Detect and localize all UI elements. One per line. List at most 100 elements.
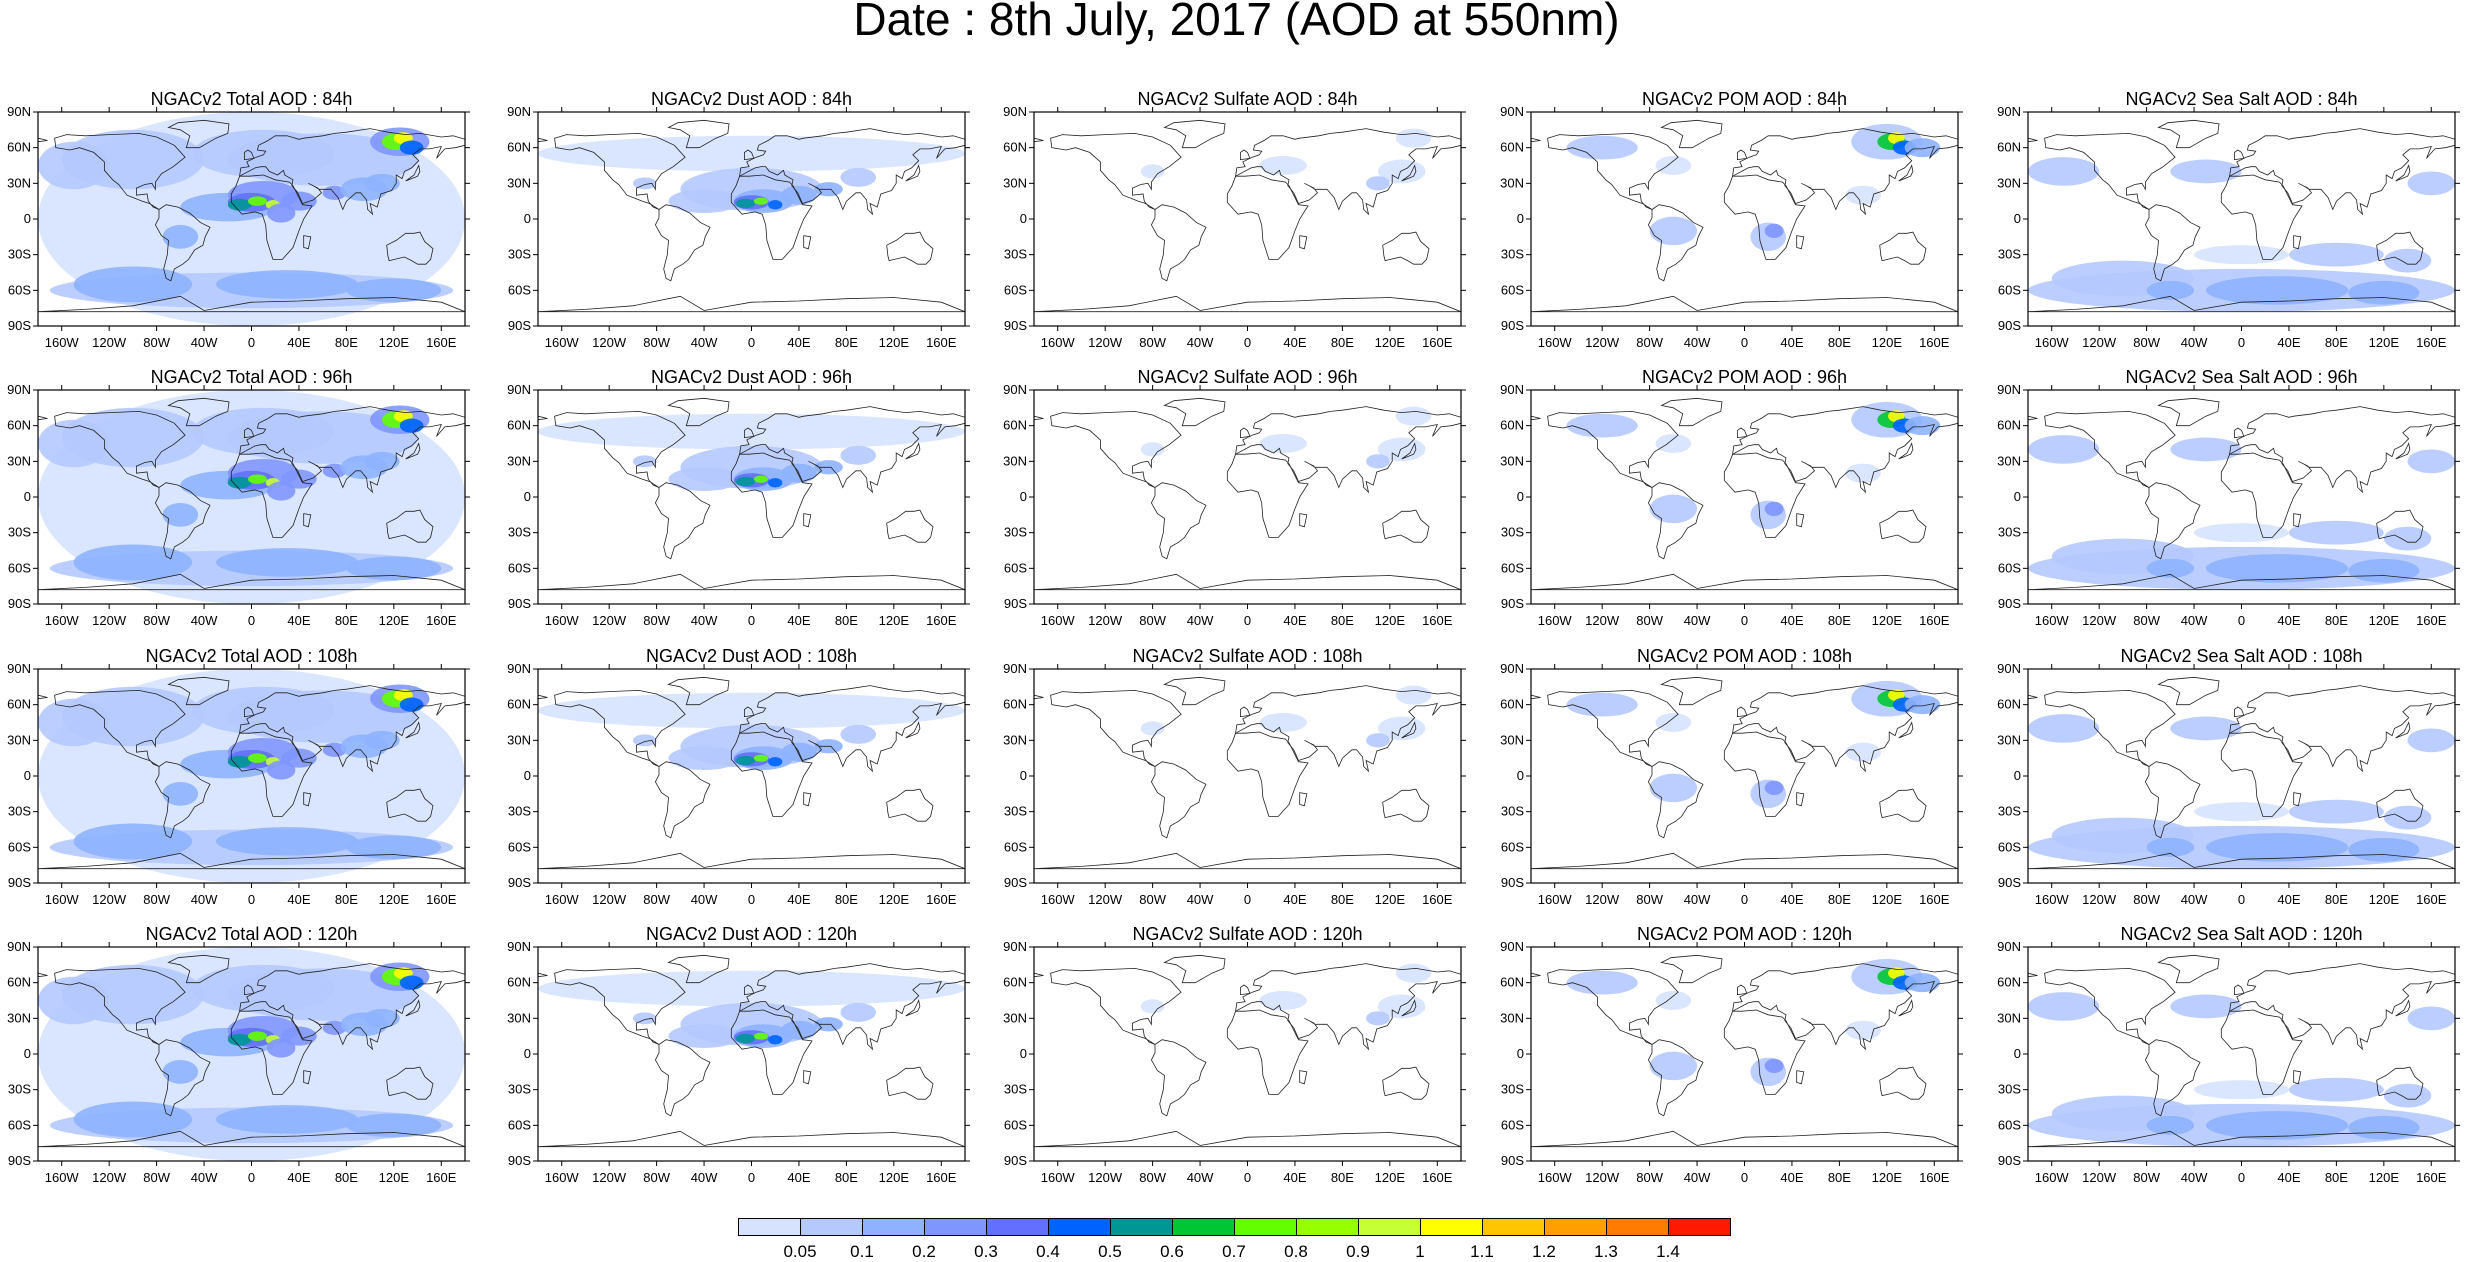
coastline: [730, 1009, 813, 1095]
lat-label: 0: [524, 1046, 531, 1061]
aod-shading: [247, 474, 267, 484]
aod-shading: [538, 135, 965, 172]
coastline: [405, 442, 421, 460]
aod-shading: [538, 413, 965, 450]
lon-label: 40W: [1684, 613, 1711, 628]
aod-shading: [1649, 216, 1698, 246]
coastline: [743, 706, 755, 718]
lon-label: 40E: [787, 1170, 810, 1185]
aod-shading: [2170, 994, 2242, 1019]
aod-shading: [1764, 223, 1784, 239]
coastline: [2157, 954, 2220, 984]
lon-label: 0: [1741, 613, 1748, 628]
lon-label: 80W: [2133, 1170, 2160, 1185]
lat-label: 30N: [1997, 1010, 2021, 1025]
aod-field: [538, 397, 965, 591]
coastline: [154, 1039, 211, 1117]
coastline: [1401, 442, 1417, 460]
aod-shading: [73, 544, 193, 581]
coastline: [1050, 689, 1182, 767]
lon-label: 80W: [2133, 613, 2160, 628]
colorbar-swatch: [738, 1218, 801, 1236]
lat-label: 0: [2014, 768, 2021, 783]
aod-shading: [2288, 1077, 2384, 1102]
coastline: [1150, 482, 1207, 560]
aod-shading: [2028, 157, 2100, 186]
coastline: [1150, 204, 1207, 282]
aod-shading: [2194, 523, 2289, 543]
aod-field: [538, 954, 965, 1148]
coastline: [739, 128, 965, 216]
panel-title: NGACv2 POM AOD : 84h: [1641, 89, 1848, 109]
lat-label: 60S: [508, 282, 531, 297]
lon-label: 40E: [2277, 892, 2300, 907]
lon-label: 40E: [1780, 613, 1803, 628]
lon-label: 80E: [2325, 1170, 2348, 1185]
aod-shading: [162, 502, 199, 527]
coastline: [1235, 685, 1461, 773]
aod-shading: [281, 191, 317, 211]
coastline: [1382, 231, 1430, 265]
lat-label: 60S: [1998, 282, 2021, 297]
lat-label: 30S: [1998, 1082, 2021, 1097]
lat-label: 30N: [7, 732, 31, 747]
lon-label: 80W: [1139, 1170, 1166, 1185]
aod-shading: [73, 1101, 193, 1138]
coastline: [2144, 761, 2201, 839]
coastline: [1050, 410, 1182, 488]
aod-shading: [346, 835, 442, 860]
coastline: [230, 452, 313, 538]
aod-shading: [1655, 712, 1692, 733]
aod-shading: [215, 270, 359, 299]
coastline: [667, 119, 730, 149]
coastline: [538, 295, 965, 313]
lon-label: 160W: [45, 335, 80, 350]
aod-shading: [281, 469, 317, 489]
aod-shading: [1377, 437, 1426, 462]
aod-shading: [736, 1033, 756, 1044]
lon-label: 120W: [2082, 1170, 2117, 1185]
lon-label: 80E: [1331, 613, 1354, 628]
lat-label: 0: [2014, 211, 2021, 226]
lon-label: 160E: [926, 892, 957, 907]
aod-map: 90N 60N 30N 0 30S 60S 90S 160W 120W 80W 40W 0 40E 80E…: [1997, 382, 2460, 628]
map-frame: [1033, 946, 1462, 1162]
lon-label: 40E: [1283, 335, 1306, 350]
coastline: [1879, 788, 1927, 822]
lat-label: 0: [1020, 1046, 1027, 1061]
lon-label: 160W: [1041, 613, 1076, 628]
lon-label: 80E: [335, 335, 358, 350]
coastline: [38, 137, 48, 143]
panel-title: NGACv2 Dust AOD : 96h: [650, 367, 853, 387]
coastline: [386, 1066, 434, 1100]
coastline: [2376, 1066, 2424, 1100]
coastline: [1034, 137, 1044, 143]
aod-field: [2028, 119, 2455, 313]
lat-label: 30N: [1997, 453, 2021, 468]
lon-label: 120W: [2082, 892, 2117, 907]
lon-label: 0: [748, 1170, 755, 1185]
aod-map: 90N 60N 30N 0 30S 60S 90S 160W 120W 80W 40W 0 40E 80E…: [507, 382, 970, 628]
aod-map: 90N 60N 30N 0 30S 60S 90S 160W 120W 80W 40W 0 40E 80E…: [507, 661, 970, 907]
map-panel: NGACv2 Sea Salt AOD : 120h 90N 60N 30N 0 30S 6…: [1990, 925, 2470, 1200]
coastline: [1647, 761, 1704, 839]
coastline: [1531, 972, 1541, 978]
lon-label: 160W: [545, 335, 580, 350]
coastline: [2144, 482, 2201, 560]
lon-label: 40E: [287, 1170, 310, 1185]
aod-shading: [2348, 837, 2420, 862]
lat-label: 60N: [507, 140, 531, 155]
lon-label: 0: [248, 1170, 255, 1185]
panel-title: NGACv2 Sulfate AOD : 96h: [1137, 367, 1358, 387]
aod-shading: [753, 475, 769, 483]
lat-label: 60S: [1501, 1117, 1524, 1132]
coastline: [2395, 721, 2411, 739]
aod-shading: [399, 140, 424, 155]
colorbar-label: 0.2: [912, 1242, 936, 1261]
lon-label: 40W: [691, 1170, 718, 1185]
map-panel: NGACv2 Dust AOD : 108h 90N 60N 30N 0 30S 60S 90…: [500, 647, 980, 922]
coastline: [2233, 427, 2245, 439]
aod-shading: [753, 197, 769, 205]
lon-label: 40W: [191, 1170, 218, 1185]
coastline: [803, 792, 812, 807]
